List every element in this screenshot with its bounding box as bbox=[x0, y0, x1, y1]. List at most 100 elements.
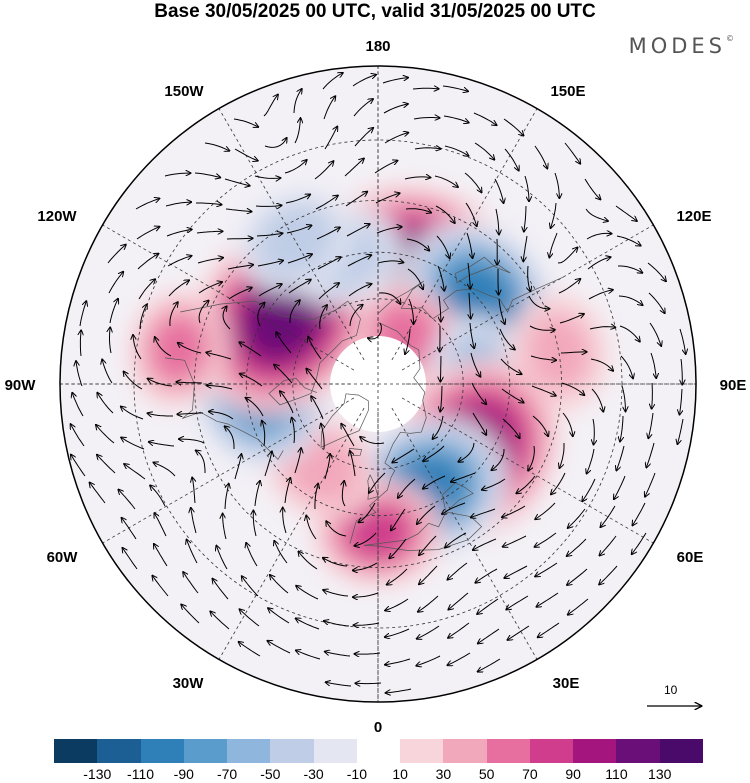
wind-arrow bbox=[254, 176, 280, 178]
wind-arrow bbox=[194, 172, 220, 178]
wind-arrow bbox=[296, 650, 321, 660]
wind-arrow bbox=[253, 511, 257, 537]
wind-arrow bbox=[440, 355, 441, 382]
wind-arrow bbox=[274, 365, 293, 384]
wind-arrow bbox=[538, 622, 560, 637]
wind-arrow bbox=[502, 505, 526, 517]
wind-arrow bbox=[508, 625, 530, 640]
wind-arrow bbox=[288, 280, 311, 294]
wind-arrow bbox=[528, 445, 535, 470]
wind-arrow bbox=[418, 595, 439, 612]
wind-arrow bbox=[308, 337, 322, 360]
wind-arrow bbox=[213, 579, 229, 600]
lon-label-30w: 30W bbox=[173, 675, 205, 692]
wind-arrow bbox=[645, 472, 656, 497]
wind-arrow bbox=[204, 142, 229, 151]
wind-arrow bbox=[314, 161, 333, 180]
wind-arrow bbox=[516, 475, 536, 493]
wind-arrow bbox=[503, 118, 524, 136]
wind-arrow bbox=[615, 205, 637, 221]
wind-arrow bbox=[224, 484, 229, 510]
colorbar-swatch bbox=[529, 739, 574, 763]
colorbar-tick-label: -90 bbox=[173, 766, 194, 782]
wind-arrow bbox=[154, 513, 167, 537]
wind-arrow bbox=[346, 224, 370, 237]
wind-arrow bbox=[234, 454, 241, 480]
wind-arrow bbox=[187, 540, 198, 564]
wind-arrow bbox=[177, 413, 203, 414]
wind-arrow bbox=[504, 565, 528, 578]
wind-arrow bbox=[442, 85, 468, 91]
wind-arrow bbox=[284, 478, 290, 504]
wind-arrow bbox=[417, 505, 436, 524]
wind-arrow bbox=[435, 205, 455, 223]
wind-arrow bbox=[499, 328, 515, 350]
wind-arrow bbox=[191, 508, 197, 534]
wind-arrow bbox=[80, 331, 81, 357]
wind-arrow bbox=[284, 160, 307, 174]
colorbar-tick-label: 50 bbox=[478, 766, 495, 782]
wind-arrow bbox=[414, 148, 441, 149]
wind-arrow bbox=[417, 625, 440, 639]
wind-arrow bbox=[531, 385, 556, 396]
wind-arrow bbox=[647, 262, 666, 281]
wind-arrow bbox=[264, 138, 287, 148]
wind-arrow bbox=[448, 562, 468, 580]
map-border bbox=[59, 65, 697, 703]
coastline bbox=[349, 321, 427, 544]
wind-arrow bbox=[445, 532, 467, 548]
colorbar-tick-label: 130 bbox=[648, 766, 672, 782]
colorbar-swatch bbox=[97, 739, 141, 763]
wind-arrow bbox=[475, 568, 498, 583]
wind-arrow bbox=[166, 229, 192, 237]
wind-arrow bbox=[524, 175, 529, 201]
wind-arrow bbox=[354, 532, 377, 546]
wind-arrow bbox=[152, 576, 169, 597]
wind-arrow bbox=[587, 257, 611, 270]
lon-label-60e: 60E bbox=[677, 549, 704, 566]
wind-arrow bbox=[325, 652, 351, 657]
wind-arrow bbox=[148, 413, 173, 416]
wind-arrow bbox=[405, 328, 411, 354]
wind-arrow bbox=[76, 361, 83, 387]
wind-arrow bbox=[535, 502, 556, 519]
wind-arrow bbox=[149, 442, 175, 447]
coastline bbox=[180, 300, 361, 320]
colorbar-tick-label: -30 bbox=[303, 766, 324, 782]
wind-arrow bbox=[523, 235, 528, 261]
wind-arrow bbox=[254, 481, 260, 507]
wind-arrow bbox=[315, 196, 338, 210]
wind-arrow bbox=[500, 358, 522, 374]
wind-arrow bbox=[474, 142, 494, 160]
wind-arrow bbox=[440, 385, 442, 412]
colorbar-swatch bbox=[486, 739, 530, 763]
wind-arrow bbox=[118, 490, 136, 510]
wind-arrow bbox=[406, 238, 429, 251]
wind-arrow bbox=[315, 484, 318, 510]
wind-arrow bbox=[586, 233, 612, 240]
wind-arrow bbox=[292, 418, 295, 444]
wind-arrow bbox=[345, 192, 367, 207]
wind-arrow bbox=[264, 451, 272, 477]
wind-arrow bbox=[96, 425, 115, 444]
wind-arrow bbox=[179, 439, 205, 444]
wind-arrow bbox=[554, 172, 559, 198]
wind-arrow bbox=[289, 300, 300, 323]
colorbar-swatch bbox=[400, 739, 444, 763]
wind-arrow bbox=[240, 609, 260, 627]
wind-arrow bbox=[322, 73, 343, 90]
wind-arrow bbox=[323, 96, 335, 120]
wind-arrow bbox=[354, 623, 380, 625]
wind-arrow bbox=[257, 303, 265, 327]
wind-arrow bbox=[679, 328, 686, 354]
wind-arrow bbox=[405, 209, 431, 213]
lon-label-90w: 90W bbox=[5, 377, 37, 394]
wind-arrow bbox=[650, 352, 656, 378]
wind-arrow bbox=[287, 254, 312, 264]
modes-logo: MODES© bbox=[629, 34, 734, 58]
wind-arrow bbox=[369, 472, 386, 493]
wind-arrow bbox=[355, 653, 381, 654]
anomaly-contour bbox=[525, 313, 592, 392]
wind-arrow bbox=[255, 205, 282, 206]
